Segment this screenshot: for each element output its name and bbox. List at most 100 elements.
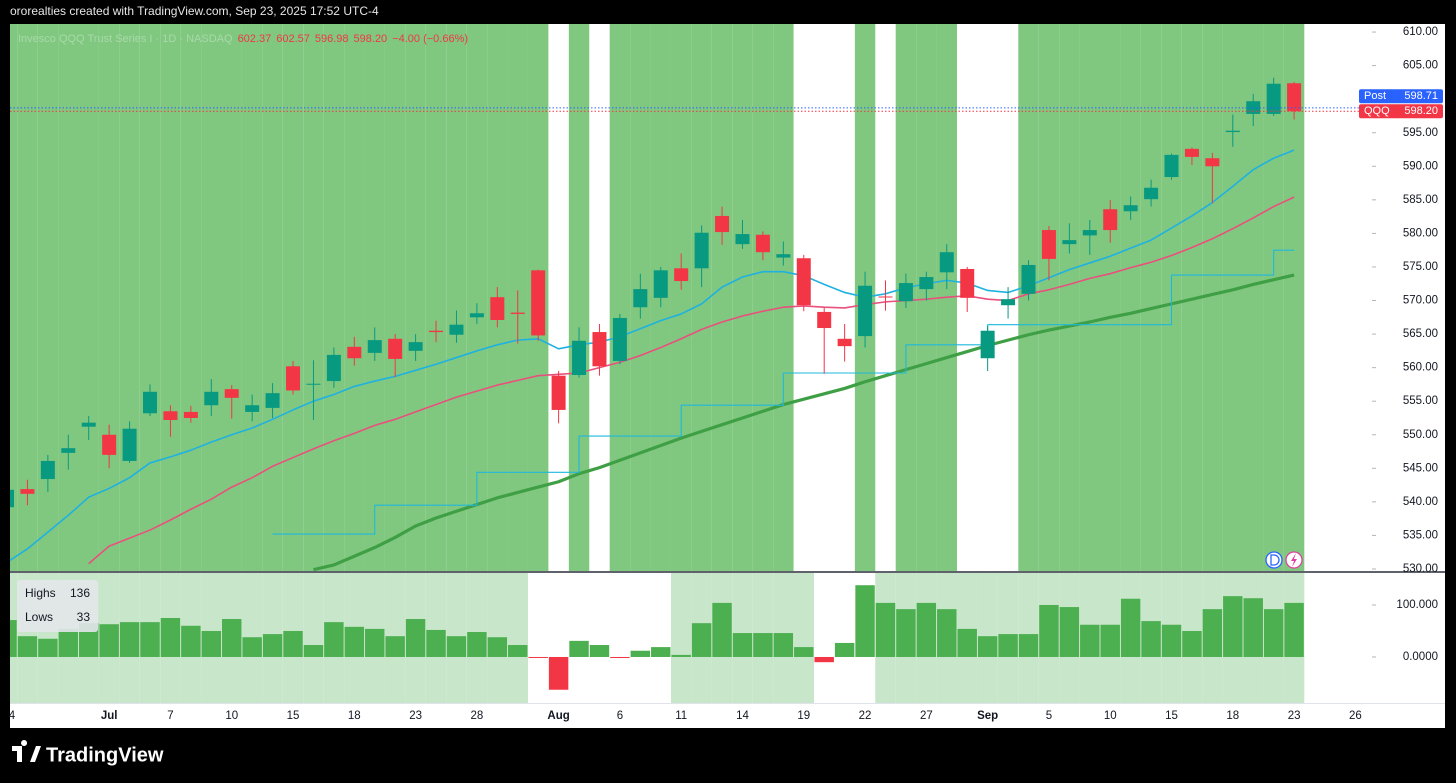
x-tick-label: 27 xyxy=(920,710,933,722)
x-tick-label: 26 xyxy=(1349,710,1362,722)
header-text: ororealties created with TradingView.com… xyxy=(10,4,379,18)
dividend-glyph xyxy=(1270,554,1280,566)
zone-shade xyxy=(303,573,324,703)
x-tick-label: 22 xyxy=(859,710,872,722)
candle-body xyxy=(1164,154,1179,178)
candle-body xyxy=(122,428,137,461)
candle-body xyxy=(10,489,14,508)
candle-body xyxy=(224,389,239,398)
candle-body xyxy=(1001,299,1016,306)
candle-body xyxy=(286,366,301,391)
legend-name: Lows xyxy=(25,610,53,624)
indicator-line xyxy=(88,196,1295,565)
price-tag xyxy=(1359,104,1443,119)
histogram-bar xyxy=(262,634,283,657)
x-tick-label: 10 xyxy=(225,710,238,722)
y-tick-label: 555.00 xyxy=(1403,395,1438,407)
candle-body xyxy=(1082,230,1097,236)
candle-body xyxy=(776,254,791,258)
histogram-bar xyxy=(1243,598,1263,657)
x-tick-label: 28 xyxy=(470,710,483,722)
histogram-bar xyxy=(160,617,181,657)
candle-body xyxy=(20,489,35,494)
x-tick-label: 18 xyxy=(348,710,361,722)
histogram-bar xyxy=(446,636,467,657)
x-tick-label: 23 xyxy=(1288,710,1301,722)
candle-body xyxy=(1225,130,1240,133)
histogram-bar xyxy=(548,656,569,690)
candle-body xyxy=(715,215,730,233)
logo-mark xyxy=(12,740,41,762)
candle-body xyxy=(510,312,525,314)
candle-body xyxy=(245,405,260,412)
histogram-bar xyxy=(99,624,119,657)
session-shade xyxy=(405,24,426,571)
x-tick-label: 23 xyxy=(409,710,422,722)
candle-body xyxy=(633,289,648,308)
overlay: 530.00535.00540.00545.00550.00555.00560.… xyxy=(9,26,1443,722)
histogram-bar xyxy=(283,630,303,657)
histogram-bar xyxy=(630,650,651,657)
histogram-bar xyxy=(1223,596,1243,657)
session-shade xyxy=(446,24,467,571)
symbol-name: Invesco QQQ Trust Series I · 1D · NASDAQ xyxy=(18,33,233,45)
candle-body xyxy=(919,277,934,290)
histogram-bar xyxy=(977,636,998,657)
candle-body xyxy=(980,330,995,359)
dividend-icon[interactable] xyxy=(1265,551,1283,569)
price-tag-value: 598.20 xyxy=(1404,105,1438,117)
session-shade xyxy=(323,24,345,571)
y-tick-label: 595.00 xyxy=(1403,127,1438,139)
histogram-bar xyxy=(426,629,446,657)
histogram-bar xyxy=(38,638,58,657)
candle-body xyxy=(939,252,954,273)
histogram-bar xyxy=(998,634,1018,657)
price-tag-value: 598.71 xyxy=(1404,90,1438,102)
session-shade xyxy=(262,24,283,571)
histogram-bar xyxy=(1100,624,1120,657)
histogram-bar xyxy=(896,609,916,657)
candle-body xyxy=(592,332,607,367)
histogram-bar xyxy=(10,620,17,657)
x-tick-label: 18 xyxy=(1226,710,1239,722)
tv-logo xyxy=(12,740,41,762)
candle-body xyxy=(796,258,811,306)
candle-body xyxy=(837,338,852,347)
histogram-bar xyxy=(17,636,38,657)
y-tick-label: 585.00 xyxy=(1403,194,1438,206)
candle-body xyxy=(204,391,219,406)
y-tick-label: 550.00 xyxy=(1403,429,1438,441)
indicator-line xyxy=(10,149,1295,562)
session-shade xyxy=(78,24,99,571)
session-shade xyxy=(609,24,631,571)
session-shade xyxy=(221,24,242,571)
candle-body xyxy=(1205,158,1220,167)
session-shade xyxy=(1222,24,1244,571)
session-shade xyxy=(303,24,324,571)
session-shade xyxy=(1283,24,1305,571)
indicator-line xyxy=(272,249,1295,535)
session-shade xyxy=(1120,24,1141,571)
candle-body xyxy=(347,346,362,359)
histogram-bar xyxy=(1039,604,1059,657)
histogram-bar xyxy=(1263,609,1284,657)
session-shade xyxy=(98,24,120,571)
candle-body xyxy=(735,234,750,245)
histogram-bar xyxy=(1018,634,1039,657)
histogram-bar xyxy=(1182,630,1202,657)
zone-shade xyxy=(507,573,528,703)
session-shade xyxy=(384,24,406,571)
y-tick-label: 565.00 xyxy=(1403,328,1438,340)
legend-value: 602.57 xyxy=(276,33,310,45)
candle-body xyxy=(551,375,566,410)
histogram-bar xyxy=(222,619,242,657)
legend-value: 136 xyxy=(70,586,90,600)
brand: TradingView xyxy=(46,744,164,766)
y-tick-label: 590.00 xyxy=(1403,160,1438,172)
histogram-bar xyxy=(773,633,794,657)
session-shade xyxy=(1038,24,1060,571)
indicator-pane xyxy=(10,573,1305,703)
session-shade xyxy=(37,24,59,571)
session-shade xyxy=(17,24,38,571)
